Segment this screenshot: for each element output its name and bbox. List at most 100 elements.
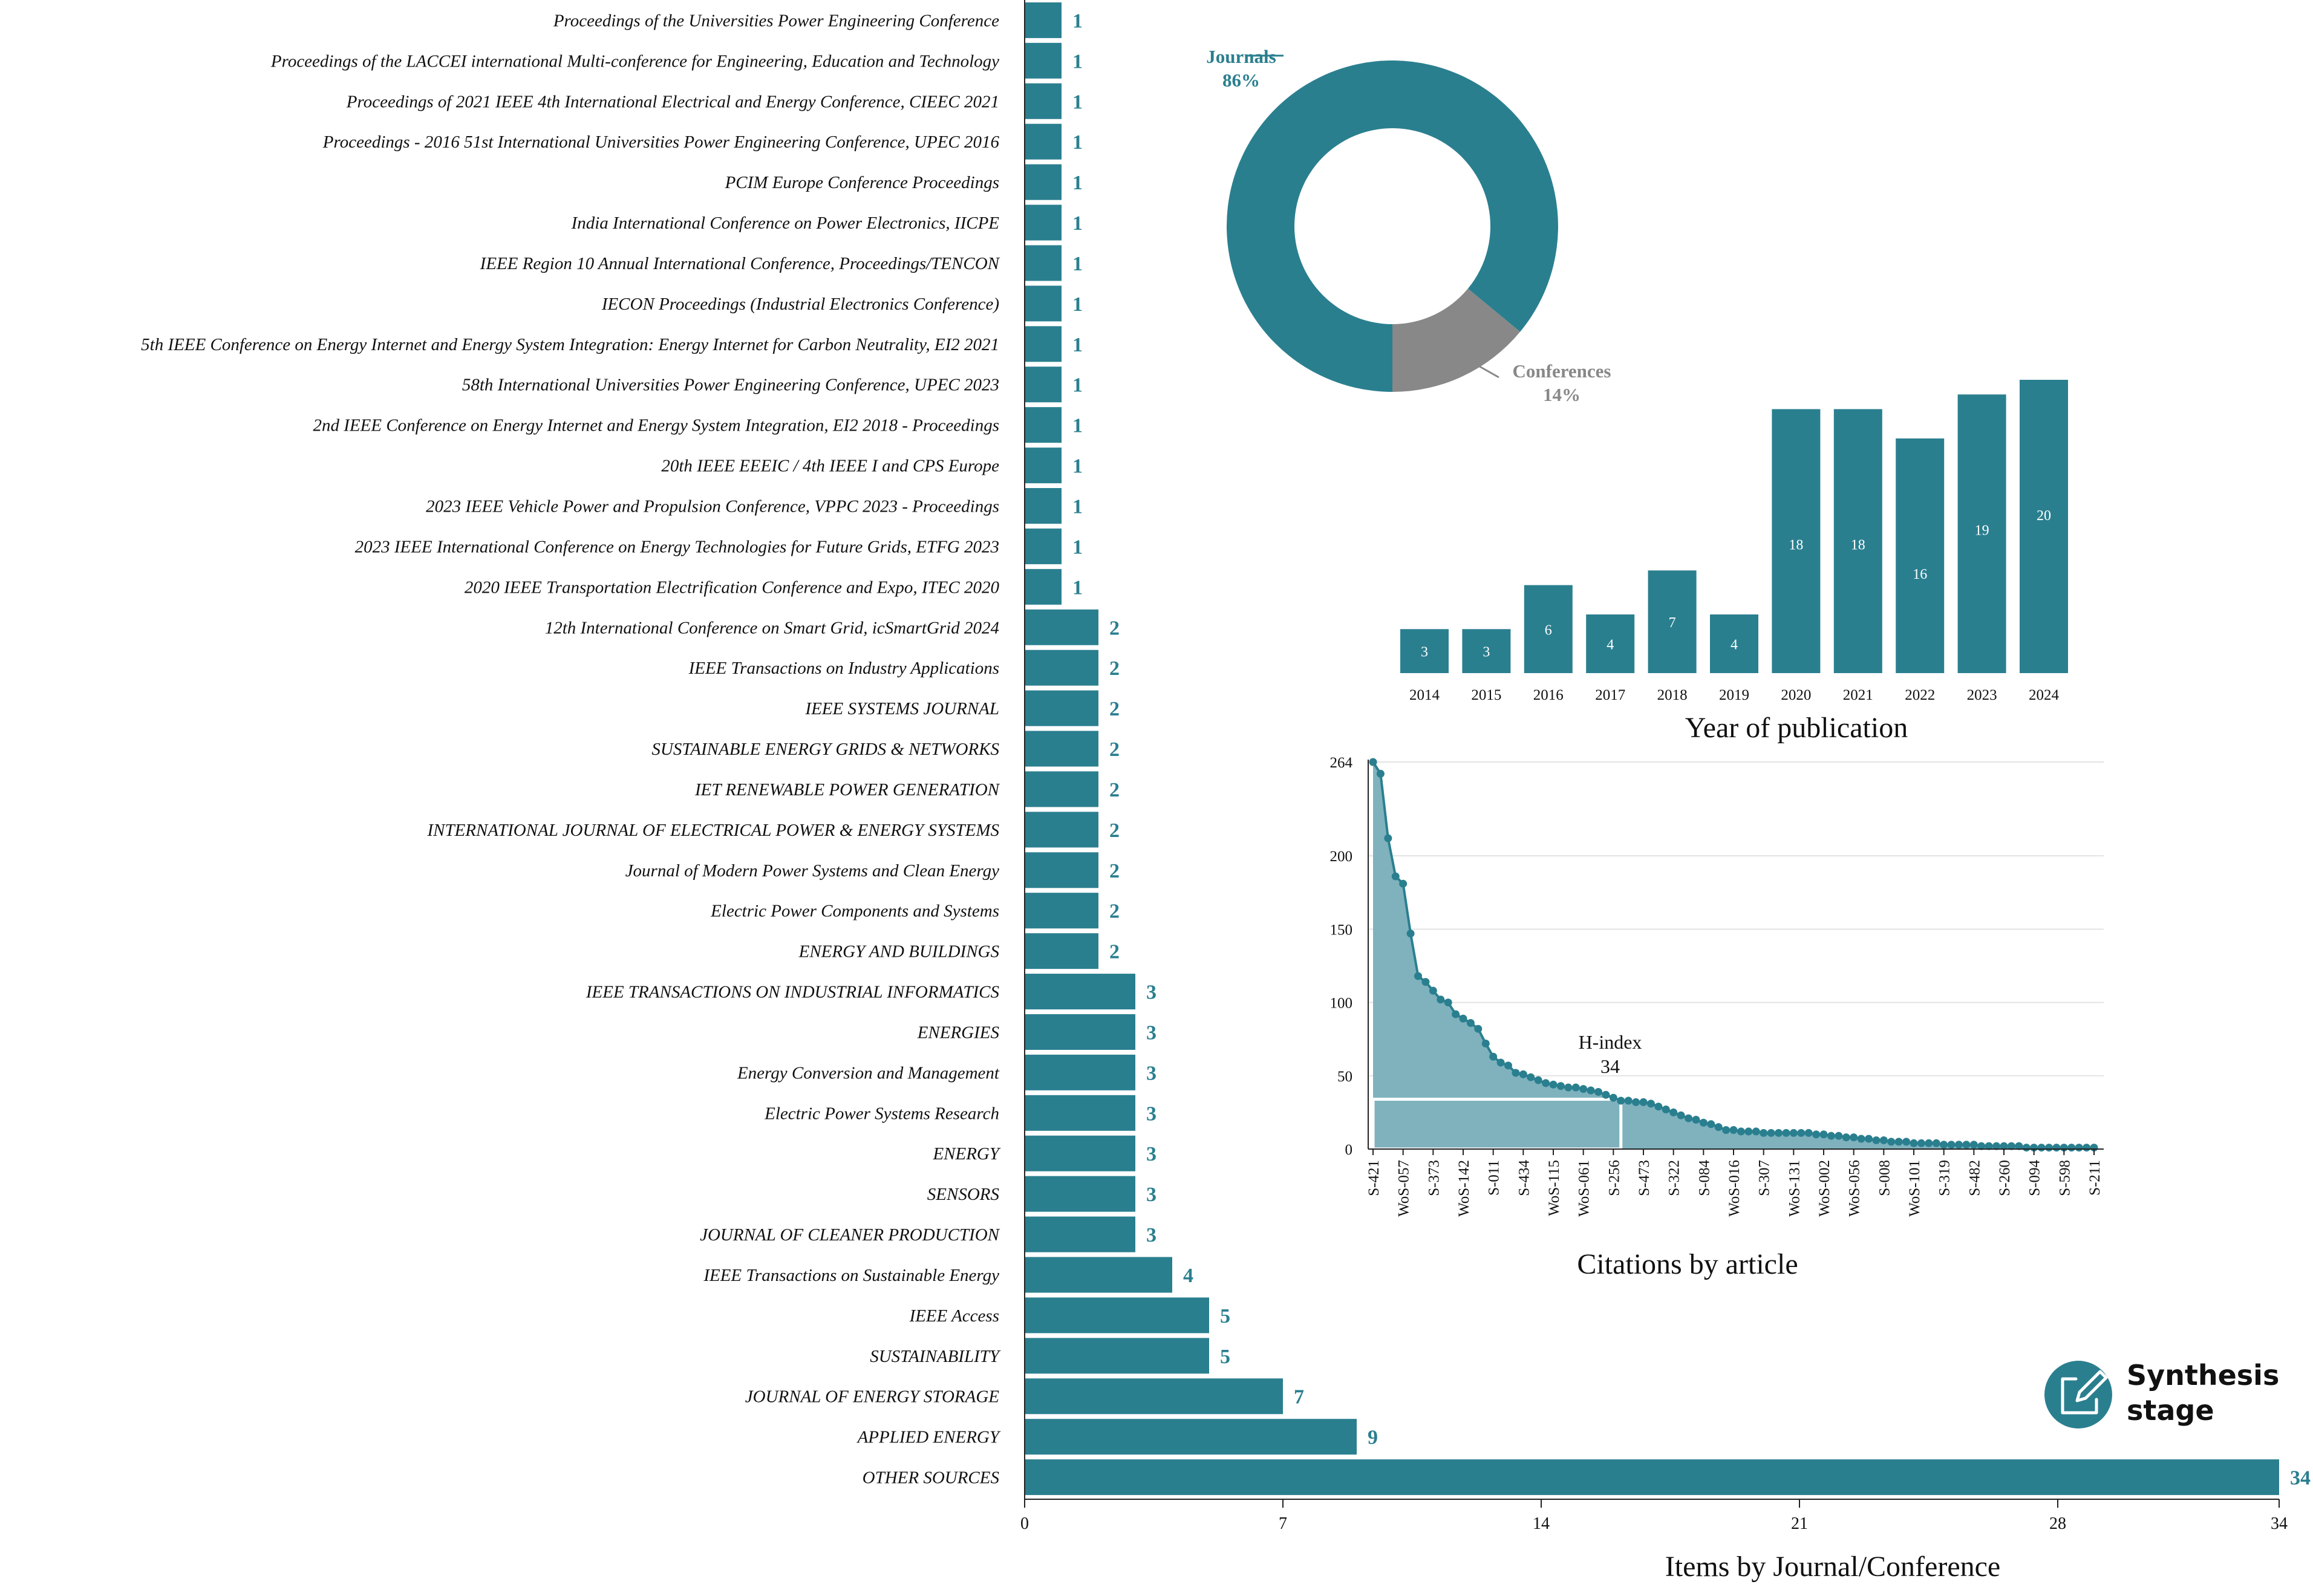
ybar-value-label: 18 xyxy=(1789,538,1803,553)
hbar-tick-label: 7 xyxy=(1279,1514,1287,1533)
hbar-title: Items by Journal/Conference xyxy=(1665,1551,2000,1583)
pencil-square-icon xyxy=(2061,1370,2108,1415)
hbar-category-labels: Proceedings of the Universities Power En… xyxy=(141,11,1001,1487)
ybar-bar xyxy=(1586,614,1635,673)
hbar-value-label: 1 xyxy=(1072,293,1083,316)
hbar-value-label: 1 xyxy=(1072,212,1083,235)
conferences-leader-line xyxy=(1462,356,1499,379)
cite-point xyxy=(1669,1108,1678,1116)
hbar-bar xyxy=(1025,245,1062,281)
cite-point xyxy=(1729,1125,1738,1134)
cite-x-tick-label: S-482 xyxy=(1966,1160,1983,1196)
cite-x-tick-label: S-084 xyxy=(1696,1160,1712,1196)
hbar-category-label: INTERNATIONAL JOURNAL OF ELECTRICAL POWE… xyxy=(426,821,999,840)
hbar-bar xyxy=(1025,974,1135,1010)
cite-point xyxy=(1542,1079,1550,1087)
cite-point xyxy=(1692,1116,1700,1124)
hbar-category-label: IEEE Transactions on Sustainable Energy xyxy=(703,1266,999,1285)
cite-point xyxy=(1917,1139,1925,1147)
cite-point xyxy=(1902,1138,1911,1146)
donut-slices xyxy=(1227,60,1558,392)
cite-point xyxy=(1594,1087,1602,1096)
cite-point xyxy=(1579,1085,1588,1093)
cite-point xyxy=(1654,1103,1663,1111)
hbar-category-label: JOURNAL OF CLEANER PRODUCTION xyxy=(700,1225,1000,1245)
cite-x-tick-label: S-256 xyxy=(1606,1160,1622,1196)
cite-point xyxy=(1722,1125,1731,1134)
donut-slice-conferences xyxy=(1392,288,1521,392)
cite-point xyxy=(2015,1142,2023,1150)
hbar-category-label: 2023 IEEE International Conference on En… xyxy=(355,537,999,556)
hbar-value-label: 3 xyxy=(1146,1103,1156,1125)
hbar-bar xyxy=(1025,1176,1135,1212)
hbar-bar xyxy=(1025,326,1062,362)
ybar-year-ticks: 2014 2015 2016 2017 2018 2019 2020 2021 2022 2023… xyxy=(1409,687,2060,703)
ybar-year-label: 2021 xyxy=(1843,687,1873,703)
cite-point xyxy=(1872,1136,1881,1144)
cite-x-tick-label: WoS-002 xyxy=(1816,1160,1833,1217)
hbar-category-label: Energy Conversion and Management xyxy=(737,1063,1000,1083)
cite-point xyxy=(1564,1083,1573,1092)
hbar-category-label: ENERGIES xyxy=(917,1023,1000,1042)
hbar-bar xyxy=(1025,285,1062,322)
cite-point xyxy=(2045,1144,2053,1152)
ybar-value-label: 7 xyxy=(1669,615,1676,631)
cite-point xyxy=(1474,1024,1483,1033)
cite-x-ticks: S-421 WoS-057 S-373 WoS-142 S-011 S-434 WoS-11… xyxy=(1366,1149,2103,1217)
h-index-label: H-index xyxy=(1579,1031,1642,1053)
hbar-bar xyxy=(1025,204,1062,241)
h-index-value: 34 xyxy=(1600,1055,1620,1077)
ybar-bar xyxy=(1462,629,1511,673)
cite-point xyxy=(1797,1129,1806,1137)
hbar-bar xyxy=(1025,1378,1283,1415)
ybar-bar xyxy=(2020,380,2068,673)
cite-point xyxy=(1512,1069,1520,1077)
hbar-bar xyxy=(1025,1054,1135,1090)
hbar-category-label: OTHER SOURCES xyxy=(863,1468,1000,1488)
cite-point xyxy=(1414,972,1422,980)
hbar-bar xyxy=(1025,366,1062,403)
hbar-category-label: IEEE Region 10 Annual International Conf… xyxy=(480,254,1000,273)
hbar-bar xyxy=(1025,407,1062,443)
cite-point xyxy=(1707,1120,1715,1129)
cite-point xyxy=(1955,1141,1963,1149)
hbar-value-label: 34 xyxy=(2290,1467,2311,1490)
cite-x-tick-label: S-421 xyxy=(1366,1160,1382,1196)
cite-point xyxy=(1962,1141,1971,1149)
cite-point xyxy=(1865,1135,1873,1143)
hbar-bar xyxy=(1025,1014,1135,1050)
hbar-category-label: IEEE SYSTEMS JOURNAL xyxy=(804,699,999,718)
cite-area xyxy=(1373,762,2094,1149)
cite-x-tick-label: S-008 xyxy=(1876,1160,1893,1196)
cite-point xyxy=(1662,1106,1670,1114)
hbar-bar xyxy=(1025,164,1062,200)
hbar-category-label: JOURNAL OF ENERGY STORAGE xyxy=(745,1387,1000,1407)
ybar-value-label: 3 xyxy=(1421,645,1428,660)
source-type-donut: Journals 86% Conferences 14% xyxy=(1206,46,1611,405)
hbar-bar xyxy=(1025,568,1062,605)
cite-point xyxy=(1639,1098,1648,1106)
hbar-bar xyxy=(1025,1216,1135,1252)
cite-y-tick-label: 50 xyxy=(1337,1069,1352,1085)
hbar-bar xyxy=(1025,528,1062,564)
cite-point xyxy=(1429,986,1437,995)
hbar-bar xyxy=(1025,812,1098,848)
hbar-bar xyxy=(1025,1135,1135,1171)
hbar-value-label: 1 xyxy=(1072,91,1083,113)
hbar-category-label: IEEE TRANSACTIONS ON INDUSTRIAL INFORMAT… xyxy=(586,983,1000,1002)
hbar-category-label: ENERGY AND BUILDINGS xyxy=(798,942,1000,962)
hbar-value-label: 5 xyxy=(1220,1346,1230,1368)
ybar-year-label: 2018 xyxy=(1657,687,1688,703)
hbar-category-label: Proceedings of 2021 IEEE 4th Internation… xyxy=(346,92,999,111)
cite-point xyxy=(1827,1132,1835,1140)
cite-y-tick-label: 150 xyxy=(1330,922,1353,938)
hbar-bar xyxy=(1025,650,1098,686)
donut-slice-journals xyxy=(1227,60,1558,392)
cite-point xyxy=(1504,1061,1512,1070)
hbar-bar xyxy=(1025,2,1062,38)
cite-point xyxy=(1782,1129,1790,1137)
hbar-bar xyxy=(1025,42,1062,79)
cite-point xyxy=(1775,1129,1783,1137)
cite-x-tick-label: S-260 xyxy=(1997,1160,2013,1196)
